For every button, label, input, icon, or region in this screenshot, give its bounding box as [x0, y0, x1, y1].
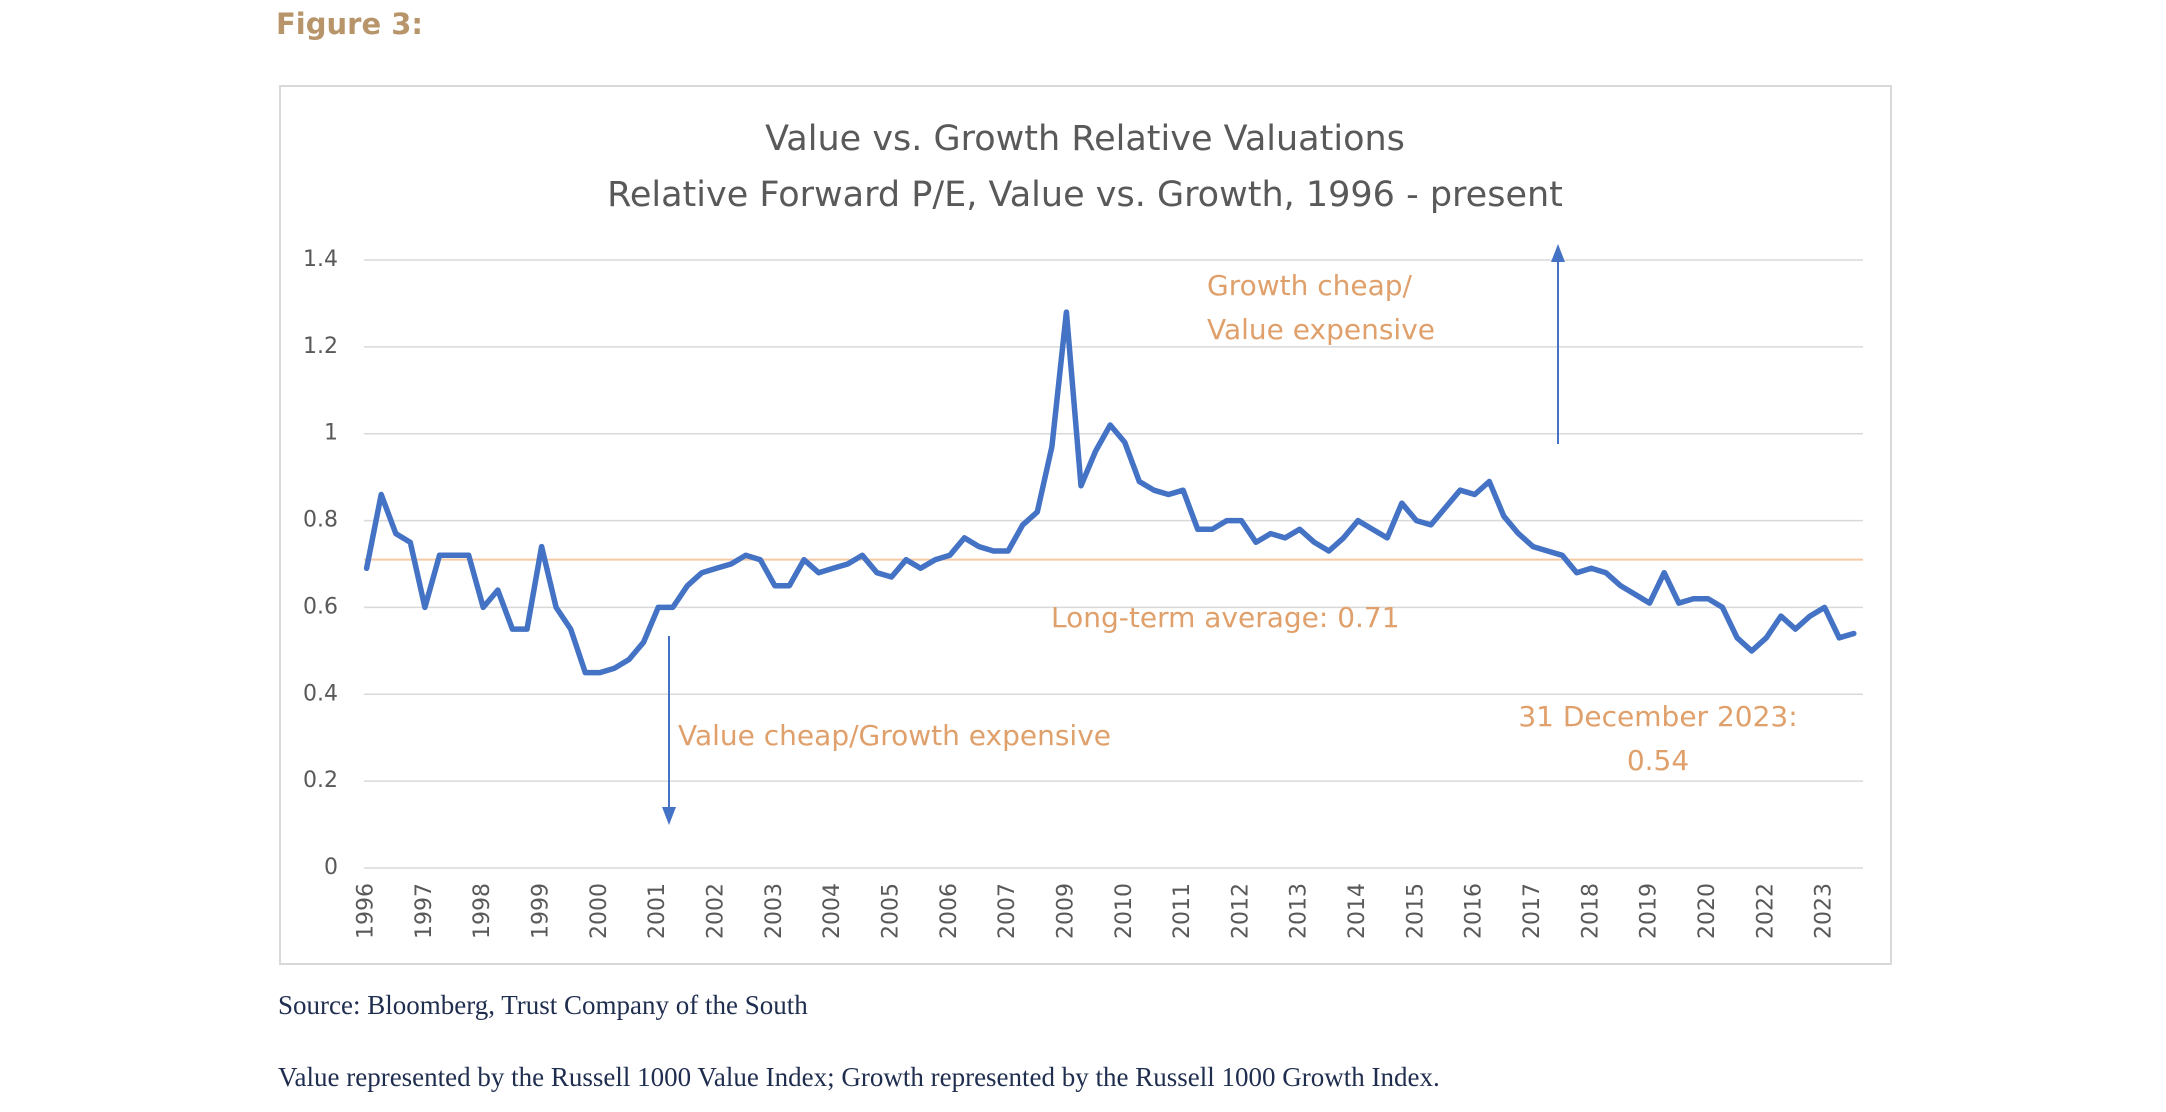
annotation: 0.54: [1627, 744, 1689, 777]
arrow-head: [1551, 244, 1565, 262]
x-tick-label: 2015: [1403, 883, 1428, 939]
figure-label: Figure 3:: [276, 7, 423, 41]
x-tick-label: 1999: [529, 883, 554, 939]
y-tick-label: 1: [324, 421, 338, 446]
x-tick-label: 2013: [1287, 883, 1312, 939]
note: Value represented by the Russell 1000 Va…: [278, 1062, 1440, 1092]
chart-frame: [279, 85, 1892, 965]
x-tick-label: 2006: [937, 883, 962, 939]
x-tick-label: 2011: [1170, 883, 1195, 939]
annotation: Value expensive: [1207, 313, 1435, 346]
y-tick-label: 1.2: [303, 334, 338, 359]
y-tick-label: 0.6: [303, 594, 338, 619]
x-tick-label: 2003: [762, 883, 787, 939]
x-tick-label: 2022: [1753, 883, 1778, 939]
x-tick-label: 2004: [820, 883, 845, 939]
average-label: Long-term average: 0.71: [1051, 601, 1400, 634]
x-tick-label: 2010: [1112, 883, 1137, 939]
x-tick-label: 2002: [704, 883, 729, 939]
x-tick-label: 1998: [470, 883, 495, 939]
x-tick-label: 2019: [1637, 883, 1662, 939]
x-tick-label: 2009: [1053, 883, 1078, 939]
annotation: Growth cheap/: [1207, 269, 1413, 302]
x-tick-label: 1996: [354, 883, 379, 939]
x-tick-label: 2016: [1462, 883, 1487, 939]
annotation: 31 December 2023:: [1518, 700, 1797, 733]
chart-title: Value vs. Growth Relative Valuations: [765, 119, 1405, 159]
chart-subtitle: Relative Forward P/E, Value vs. Growth, …: [607, 175, 1563, 215]
plot: 0 0.2 0.4 0.6 0.8 1 1.2 1.4 1996 1997 1998 1999 2000…: [303, 247, 1863, 939]
x-tick-label: 2001: [645, 883, 670, 939]
y-tick-label: 0: [324, 855, 338, 880]
x-tick-label: 1997: [412, 883, 437, 939]
x-tick-label: 2007: [995, 883, 1020, 939]
source: Source: Bloomberg, Trust Company of the …: [278, 990, 808, 1020]
x-tick-label: 2020: [1695, 883, 1720, 939]
x-tick-label: 2005: [878, 883, 903, 939]
x-tick-label: 2018: [1578, 883, 1603, 939]
y-tick-label: 0.4: [303, 681, 338, 706]
annotation: Value cheap/Growth expensive: [678, 719, 1111, 752]
y-tick-label: 1.4: [303, 247, 338, 272]
y-tick-label: 0.2: [303, 768, 338, 793]
y-tick-label: 0.8: [303, 508, 338, 533]
x-tick-label: 2014: [1345, 883, 1370, 939]
x-tick-label: 2012: [1228, 883, 1253, 939]
series-line: [363, 309, 1857, 676]
x-tick-label: 2023: [1812, 883, 1837, 939]
x-tick-label: 2000: [587, 883, 612, 939]
x-tick-label: 2017: [1520, 883, 1545, 939]
arrow-head: [662, 807, 676, 825]
